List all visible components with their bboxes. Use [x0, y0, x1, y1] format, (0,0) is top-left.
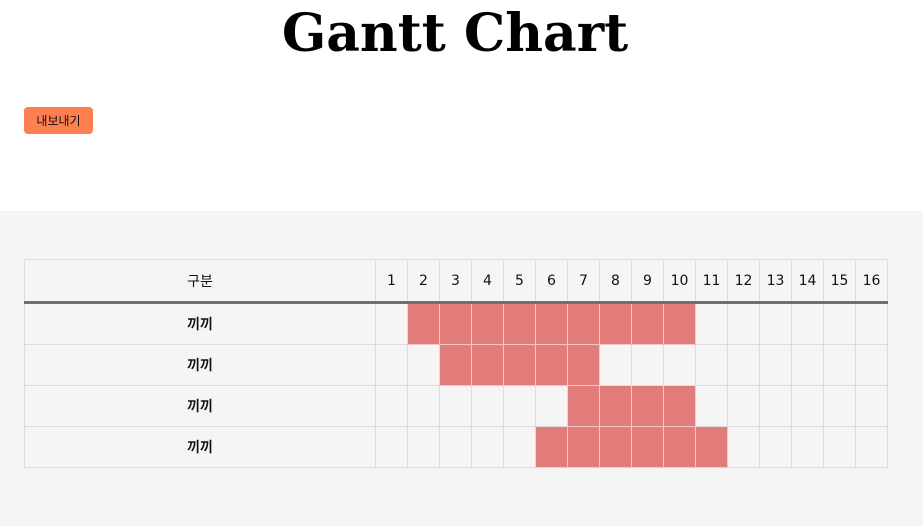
gantt-empty-cell[interactable]	[407, 344, 440, 386]
gantt-bar-cell[interactable]	[599, 385, 632, 427]
gantt-bar-cell[interactable]	[439, 302, 472, 345]
gantt-header-day: 6	[535, 259, 568, 304]
gantt-bar-cell[interactable]	[663, 426, 696, 468]
gantt-bar-cell[interactable]	[535, 344, 568, 386]
gantt-empty-cell[interactable]	[695, 385, 728, 427]
gantt-empty-cell[interactable]	[503, 385, 536, 427]
gantt-empty-cell[interactable]	[375, 344, 408, 386]
gantt-empty-cell[interactable]	[695, 344, 728, 386]
gantt-empty-cell[interactable]	[759, 426, 792, 468]
gantt-empty-cell[interactable]	[471, 385, 504, 427]
gantt-empty-cell[interactable]	[823, 344, 856, 386]
gantt-table: 구분 1 2 3 4 5 6 7 8 9 10 11 12 13 14 15 16 끼끼 끼끼 끼끼 끼끼	[24, 259, 888, 468]
gantt-bar-cell[interactable]	[631, 302, 664, 345]
page-title: Gantt Chart	[281, 3, 629, 64]
export-button[interactable]: 내보내기	[24, 107, 93, 134]
gantt-empty-cell[interactable]	[631, 344, 664, 386]
gantt-empty-cell[interactable]	[759, 385, 792, 427]
gantt-row: 끼끼	[24, 385, 888, 427]
gantt-empty-cell[interactable]	[471, 426, 504, 468]
gantt-header-day: 15	[823, 259, 856, 304]
gantt-row: 끼끼	[24, 344, 888, 386]
gantt-empty-cell[interactable]	[407, 385, 440, 427]
gantt-header-day: 7	[567, 259, 600, 304]
gantt-row-label: 끼끼	[24, 344, 376, 386]
gantt-empty-cell[interactable]	[759, 302, 792, 345]
gantt-row: 끼끼	[24, 302, 888, 345]
gantt-empty-cell[interactable]	[695, 302, 728, 345]
gantt-bar-cell[interactable]	[631, 385, 664, 427]
gantt-empty-cell[interactable]	[823, 385, 856, 427]
gantt-empty-cell[interactable]	[407, 426, 440, 468]
gantt-header-day: 14	[791, 259, 824, 304]
gantt-header-day: 11	[695, 259, 728, 304]
gantt-empty-cell[interactable]	[503, 426, 536, 468]
gantt-bar-cell[interactable]	[503, 302, 536, 345]
gantt-bar-cell[interactable]	[535, 426, 568, 468]
gantt-bar-cell[interactable]	[471, 302, 504, 345]
gantt-empty-cell[interactable]	[663, 344, 696, 386]
gantt-row: 끼끼	[24, 426, 888, 468]
gantt-header-day: 12	[727, 259, 760, 304]
gantt-bar-cell[interactable]	[567, 302, 600, 345]
gantt-header-day: 9	[631, 259, 664, 304]
gantt-header-day: 1	[375, 259, 408, 304]
gantt-empty-cell[interactable]	[727, 344, 760, 386]
gantt-bar-cell[interactable]	[535, 302, 568, 345]
gantt-empty-cell[interactable]	[375, 302, 408, 345]
gantt-header-day: 16	[855, 259, 888, 304]
gantt-header-day: 10	[663, 259, 696, 304]
gantt-panel: 구분 1 2 3 4 5 6 7 8 9 10 11 12 13 14 15 16 끼끼 끼끼 끼끼 끼끼	[0, 211, 923, 526]
gantt-empty-cell[interactable]	[727, 426, 760, 468]
gantt-empty-cell[interactable]	[855, 302, 888, 345]
gantt-empty-cell[interactable]	[727, 302, 760, 345]
gantt-bar-cell[interactable]	[663, 302, 696, 345]
gantt-bar-cell[interactable]	[599, 302, 632, 345]
gantt-empty-cell[interactable]	[791, 344, 824, 386]
gantt-empty-cell[interactable]	[791, 426, 824, 468]
gantt-row-label: 끼끼	[24, 385, 376, 427]
gantt-header-day: 8	[599, 259, 632, 304]
gantt-header-day: 4	[471, 259, 504, 304]
gantt-header-day: 13	[759, 259, 792, 304]
gantt-row-label: 끼끼	[24, 302, 376, 345]
gantt-empty-cell[interactable]	[855, 344, 888, 386]
gantt-bar-cell[interactable]	[663, 385, 696, 427]
gantt-empty-cell[interactable]	[535, 385, 568, 427]
gantt-empty-cell[interactable]	[855, 426, 888, 468]
gantt-header-day: 2	[407, 259, 440, 304]
gantt-empty-cell[interactable]	[855, 385, 888, 427]
gantt-empty-cell[interactable]	[439, 426, 472, 468]
gantt-empty-cell[interactable]	[791, 302, 824, 345]
gantt-bar-cell[interactable]	[695, 426, 728, 468]
gantt-bar-cell[interactable]	[567, 426, 600, 468]
gantt-bar-cell[interactable]	[471, 344, 504, 386]
gantt-header-category: 구분	[24, 259, 376, 304]
gantt-header-day: 3	[439, 259, 472, 304]
gantt-bar-cell[interactable]	[407, 302, 440, 345]
gantt-empty-cell[interactable]	[823, 302, 856, 345]
gantt-bar-cell[interactable]	[567, 344, 600, 386]
gantt-bar-cell[interactable]	[567, 385, 600, 427]
gantt-header-day: 5	[503, 259, 536, 304]
gantt-body: 끼끼 끼끼 끼끼 끼끼	[24, 302, 888, 468]
gantt-empty-cell[interactable]	[759, 344, 792, 386]
gantt-empty-cell[interactable]	[791, 385, 824, 427]
gantt-empty-cell[interactable]	[727, 385, 760, 427]
gantt-empty-cell[interactable]	[439, 385, 472, 427]
gantt-bar-cell[interactable]	[631, 426, 664, 468]
gantt-row-label: 끼끼	[24, 426, 376, 468]
gantt-empty-cell[interactable]	[375, 385, 408, 427]
gantt-empty-cell[interactable]	[823, 426, 856, 468]
gantt-empty-cell[interactable]	[375, 426, 408, 468]
gantt-empty-cell[interactable]	[599, 344, 632, 386]
gantt-header-row: 구분 1 2 3 4 5 6 7 8 9 10 11 12 13 14 15 16	[24, 259, 888, 304]
gantt-bar-cell[interactable]	[599, 426, 632, 468]
gantt-bar-cell[interactable]	[503, 344, 536, 386]
gantt-bar-cell[interactable]	[439, 344, 472, 386]
